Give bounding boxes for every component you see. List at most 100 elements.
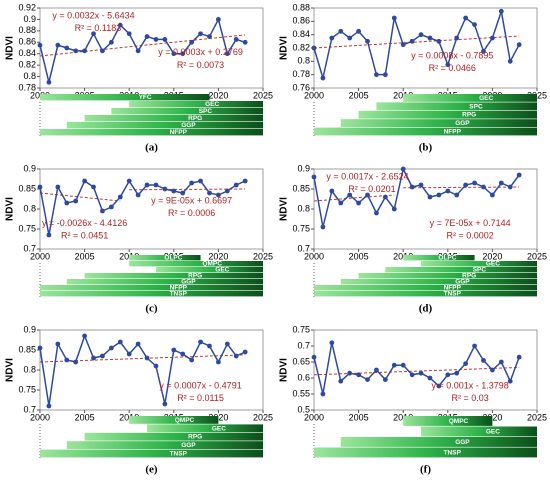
ndvi-point xyxy=(436,192,442,198)
policy-label: NFPP xyxy=(444,285,462,292)
policy-label: GGP xyxy=(181,442,196,449)
ndvi-point xyxy=(516,172,522,178)
policy-label: YFC xyxy=(139,94,152,101)
trend-equation: y = 0.0008x - 0.7895 xyxy=(411,50,493,60)
ndvi-point xyxy=(46,403,52,409)
ndvi-point xyxy=(311,174,317,180)
policy-bar xyxy=(129,261,263,267)
policy-label: RPG xyxy=(188,273,202,280)
trend-line xyxy=(313,366,520,376)
x-tick-label: 2000 xyxy=(304,412,324,422)
policy-label: GGP xyxy=(455,439,470,446)
ndvi-point xyxy=(233,37,239,42)
policy-bar xyxy=(129,255,201,261)
ndvi-point xyxy=(329,35,335,41)
x-tick-label: 2005 xyxy=(349,412,369,422)
policy-bar xyxy=(403,416,493,426)
policy-label: GGP xyxy=(455,120,470,127)
x-tick-label: 2005 xyxy=(75,412,95,422)
ndvi-point xyxy=(436,38,442,44)
ndvi-point xyxy=(409,184,415,190)
ndvi-point xyxy=(472,343,477,349)
y-tick-label: 0.82 xyxy=(292,42,310,52)
y-axis-label: NDVI xyxy=(5,197,16,221)
policy-bar xyxy=(129,101,263,108)
y-tick-label: 0.7 xyxy=(23,243,36,253)
policy-label: QMPC xyxy=(175,417,195,424)
y-tick-label: 0.65 xyxy=(292,356,310,366)
policy-label: RPG xyxy=(188,434,202,441)
policy-label: TNSP xyxy=(444,449,462,456)
policy-label: SPC xyxy=(473,267,487,274)
policy-bar xyxy=(84,273,263,279)
y-axis-label: NDVI xyxy=(279,197,290,221)
ndvi-point xyxy=(356,372,361,378)
ndvi-point xyxy=(46,232,52,238)
policy-label: GEC xyxy=(486,428,500,435)
ndvi-point xyxy=(382,377,388,382)
ndvi-point xyxy=(233,182,239,188)
trend-equation: y = 0.0032x - 5.6434 xyxy=(52,10,134,20)
y-tick-label: 0.84 xyxy=(18,48,36,58)
ndvi-point xyxy=(427,194,433,200)
trend-equation: y = 0.001x - 1.3798 xyxy=(431,380,508,390)
ndvi-point xyxy=(162,37,168,42)
ndvi-point xyxy=(516,42,522,48)
ndvi-point xyxy=(365,192,370,198)
trend-equation: y = 9E-05x + 0.6697 xyxy=(151,195,232,205)
ndvi-point xyxy=(91,31,96,37)
policy-label: RPG xyxy=(462,273,476,280)
ndvi-point xyxy=(391,362,397,368)
ndvi-point xyxy=(338,28,344,34)
y-tick-label: 0.88 xyxy=(18,25,36,35)
policy-label: NFPP xyxy=(170,129,188,136)
trend-equation: y = 7E-05x + 0.7144 xyxy=(430,218,511,228)
panel-caption: (a) xyxy=(145,142,158,154)
ndvi-point xyxy=(445,62,451,68)
plot-frame xyxy=(39,329,264,411)
x-tick-label: 2005 xyxy=(349,251,369,261)
ndvi-point xyxy=(436,383,442,389)
ndvi-point xyxy=(207,190,212,196)
policy-bar xyxy=(314,447,537,458)
trend-equation: y = 0.0017x - 2.6524 xyxy=(326,171,408,181)
policy-label: RPG xyxy=(462,112,476,119)
ndvi-point xyxy=(507,378,513,384)
policy-bar xyxy=(40,129,263,136)
ndvi-point xyxy=(100,48,105,54)
ndvi-point xyxy=(224,188,230,194)
ndvi-point xyxy=(171,347,177,353)
policy-label: GEC xyxy=(486,261,500,268)
policy-bar xyxy=(66,122,263,129)
ndvi-point xyxy=(418,370,424,376)
policy-label: GGP xyxy=(181,122,196,129)
y-tick-label: 0.85 xyxy=(18,183,36,193)
ndvi-point xyxy=(391,206,397,212)
trend-equation: R² = 0.03 xyxy=(451,393,488,403)
ndvi-point xyxy=(356,200,361,206)
y-tick-label: 0.8 xyxy=(297,56,310,66)
x-tick-label: 2005 xyxy=(75,251,95,261)
ndvi-point xyxy=(108,39,114,45)
x-tick-label: 2025 xyxy=(527,251,547,261)
ndvi-point xyxy=(198,31,203,37)
panel-caption: (b) xyxy=(419,142,433,154)
y-tick-label: 0.85 xyxy=(292,183,310,193)
ndvi-point xyxy=(427,35,433,41)
policy-bar xyxy=(40,449,263,458)
policy-bar xyxy=(84,115,263,122)
ndvi-point xyxy=(242,39,248,45)
ndvi-point xyxy=(472,22,477,28)
ndvi-point xyxy=(391,15,397,21)
trend-equation: R² = 0.0073 xyxy=(177,60,224,70)
policy-bar xyxy=(40,285,263,291)
policy-label: QMPC xyxy=(449,418,469,425)
ndvi-point xyxy=(374,367,379,373)
y-tick-label: 0.86 xyxy=(292,16,310,26)
ndvi-point xyxy=(37,345,43,351)
ndvi-point xyxy=(198,339,203,345)
y-tick-label: 0.6 xyxy=(297,372,310,382)
policy-label: GGP xyxy=(455,279,470,286)
ndvi-point xyxy=(400,42,406,48)
ndvi-point xyxy=(144,182,150,188)
